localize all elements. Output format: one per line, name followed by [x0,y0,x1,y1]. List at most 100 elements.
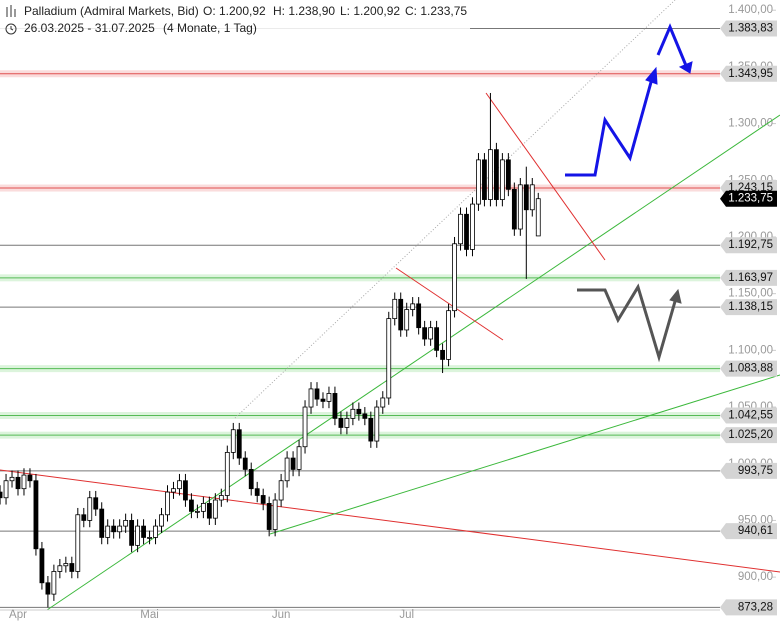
x-tick-label: Apr [9,609,27,621]
price-marker-label: 1.343,95 [728,68,773,80]
y-tick-label: 900,00 [738,571,773,583]
candle-body [284,457,290,482]
price-marker-label: 1.083,88 [728,363,773,375]
candle-body [63,563,69,567]
candle-body [212,499,218,519]
candle-body [81,514,87,521]
candle-body [452,243,457,312]
candle-body [535,198,541,237]
candle-body [218,495,224,501]
candle-body [488,149,493,200]
red-trendline [395,267,504,341]
candle-body [362,413,368,419]
candle-body [159,514,164,527]
candle-body [482,159,487,200]
candle-body [45,582,51,595]
x-tick-label: Mai [140,609,159,621]
level-bands [0,28,720,608]
candle-body [27,474,33,482]
red-trendline [485,92,606,261]
drawings [0,0,780,611]
green-trendline [46,114,780,611]
candle-body [290,457,296,470]
candle-body [236,429,242,459]
arrow-head [678,61,693,74]
candle-body [129,520,135,546]
candle-body [374,406,380,442]
open-label: O: 1.200,92 [203,4,266,18]
candle-body [189,499,194,512]
candle-body [224,451,230,496]
candle-body [194,510,200,513]
candle-body [368,417,374,442]
candle-body [386,318,392,399]
candles [0,92,541,608]
candle-body [440,349,445,360]
candle-body [87,497,93,521]
candle-body [171,488,176,493]
candle-body [15,476,21,490]
price-marker [720,299,777,316]
candle-body [278,480,284,501]
candle-body [356,408,362,415]
price-marker [720,462,777,479]
candle-body [183,480,188,501]
candle-body [434,327,440,351]
candle-body [21,474,27,490]
candle-body [3,480,9,499]
dotted-trendline [234,0,676,419]
candle-body [302,406,308,448]
candle-body [242,457,248,470]
candle-body [33,480,39,550]
y-axis: 900,00950,001.000,001.050,001.100,001.15… [728,4,776,583]
candle-body [314,388,320,400]
candle-body [93,497,99,510]
candle-body [308,388,314,408]
levels: 1.383,831.343,951.243,151.233,751.192,75… [720,20,777,616]
red-trendline [0,469,780,573]
price-marker [720,65,777,82]
close-label: C: 1.233,75 [405,4,467,18]
candle-body [266,503,272,530]
candle-body [493,149,499,200]
candle-body [404,309,410,331]
price-marker [720,190,777,207]
candle-body [332,393,338,419]
candle-body [428,327,434,340]
price-marker [720,360,777,377]
candle-body [470,203,475,250]
candle-body [392,298,398,320]
candle-body [398,298,404,331]
candle-body [51,571,57,595]
price-marker-label: 1.383,83 [728,23,773,35]
candle-body [135,525,141,546]
arrow-head [669,288,682,304]
price-marker-label: 1.042,55 [728,410,773,422]
price-marker-label: 940,61 [738,525,773,537]
candle-body [147,537,152,539]
candle-body [410,303,416,310]
candle-body [9,476,15,482]
candle-body [511,188,517,230]
period: (4 Monate, 1 Tag) [163,21,257,35]
candle-body [165,491,170,516]
bullish-path [656,23,689,69]
candle-body [296,446,302,470]
y-tick-label: 1.300,00 [728,118,773,130]
price-marker [720,237,777,254]
candle-body [105,525,111,538]
candle-body [272,499,278,530]
candle-body [260,495,266,504]
candle-body [326,393,332,402]
candle-body [517,184,523,230]
candle-body [523,184,529,211]
x-axis: Apr Mai Jun Jul [0,609,720,621]
chart-title: Palladium (Admiral Markets, Bid) [24,4,199,18]
candle-body [200,503,206,512]
scenario-paths [565,23,693,363]
candle-body [416,303,422,329]
candle-body [177,480,182,490]
candle-body [446,310,451,360]
x-tick-label: Jul [399,609,414,621]
